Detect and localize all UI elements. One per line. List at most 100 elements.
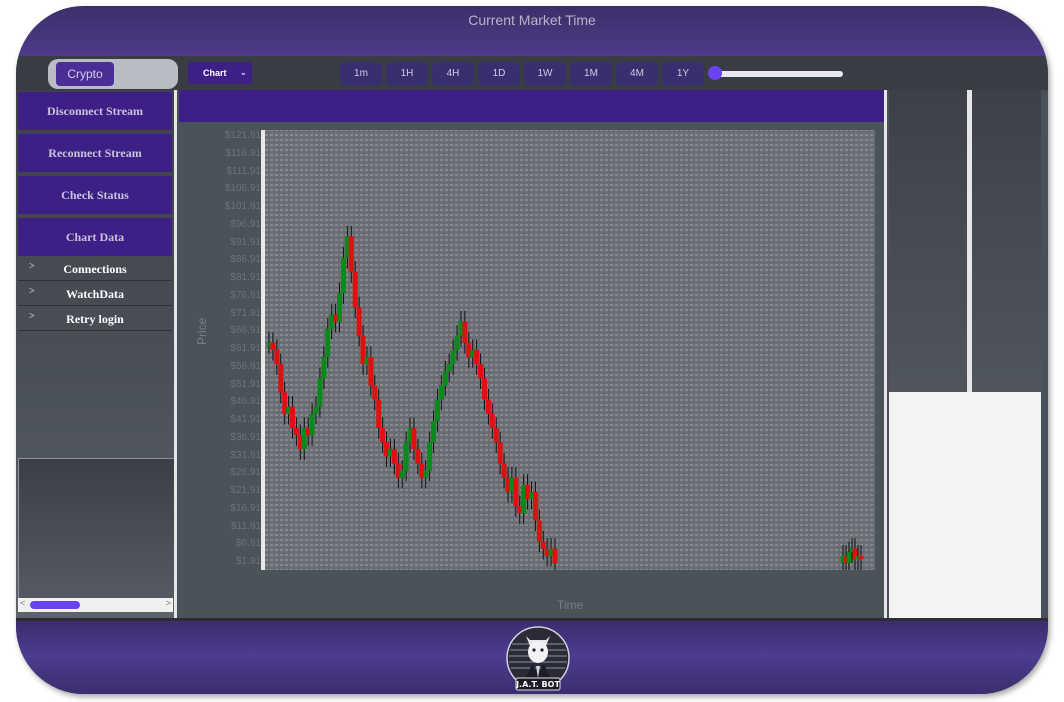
- y-tick-label: $81.91: [230, 272, 261, 283]
- y-tick-label: $91.91: [230, 236, 261, 248]
- candle-body: [372, 385, 378, 400]
- crypto-button[interactable]: Crypto: [56, 62, 114, 86]
- logo-text: J.A.T. BOT: [515, 680, 560, 689]
- right-panel-splitter[interactable]: [967, 90, 972, 392]
- right-panel: [889, 90, 1041, 618]
- left-panel: Disconnect Stream Reconnect Stream Check…: [16, 90, 174, 618]
- disconnect-stream-button[interactable]: Disconnect Stream: [18, 92, 172, 130]
- left-divider[interactable]: [174, 90, 177, 618]
- candle-body: [274, 350, 280, 365]
- candle-body: [846, 552, 852, 563]
- candle-body: [517, 506, 523, 514]
- chart-data-button[interactable]: Chart Data: [18, 218, 172, 256]
- candle-body: [481, 378, 487, 400]
- candle-body: [843, 555, 849, 563]
- timeframe-button-1h[interactable]: 1H: [386, 62, 428, 86]
- candle-body: [544, 548, 550, 556]
- y-tick-label: $26.91: [230, 467, 261, 479]
- candle-body: [364, 357, 370, 365]
- candle-body: [552, 548, 558, 563]
- chart-type-select[interactable]: Chart ⌄: [188, 62, 252, 84]
- candle-body: [458, 321, 464, 336]
- window-title: Current Market Time: [468, 12, 596, 28]
- candle-body: [376, 399, 382, 429]
- candle-body: [333, 314, 339, 322]
- tree-item-label: WatchData: [66, 287, 124, 301]
- candle-body: [337, 293, 343, 322]
- candlestick-plot[interactable]: [265, 130, 875, 570]
- candle-body: [528, 491, 534, 500]
- timeframe-button-1mo[interactable]: 1M: [570, 62, 612, 86]
- timeframe-button-1d[interactable]: 1D: [478, 62, 520, 86]
- timeframe-button-1y[interactable]: 1Y: [662, 62, 704, 86]
- reconnect-stream-button[interactable]: Reconnect Stream: [18, 134, 172, 172]
- candle-body: [317, 378, 323, 407]
- chevron-right-icon: >: [29, 311, 35, 322]
- candle-body: [293, 428, 299, 436]
- timeframe-button-4h[interactable]: 4H: [432, 62, 474, 86]
- candle-body: [325, 328, 331, 358]
- y-axis-label: Price: [195, 317, 209, 345]
- right-divider[interactable]: [884, 90, 887, 618]
- candle-body: [540, 541, 546, 549]
- candle-body: [329, 314, 335, 329]
- candle-body: [290, 406, 296, 429]
- y-tick-label: $106.91: [224, 183, 261, 195]
- candle-body: [301, 428, 307, 450]
- timeframe-button-1m[interactable]: 1m: [340, 62, 382, 86]
- candle-body: [849, 548, 855, 553]
- tree-item-watchdata[interactable]: > WatchData: [18, 283, 172, 306]
- candle-body: [344, 236, 350, 258]
- candle-body: [454, 335, 460, 350]
- candle-body: [485, 399, 491, 414]
- scroll-right-icon[interactable]: >: [165, 598, 171, 608]
- zoom-slider-track[interactable]: [713, 71, 843, 77]
- candle-body: [356, 307, 362, 336]
- jat-bot-logo: J.A.T. BOT: [506, 626, 570, 691]
- tree-item-retry-login[interactable]: > Retry login: [18, 308, 172, 331]
- x-axis-label: Time: [557, 598, 584, 612]
- candle-body: [352, 271, 358, 308]
- zoom-slider-thumb[interactable]: [708, 66, 722, 80]
- y-tick-label: $76.91: [230, 289, 261, 301]
- y-tick-label: $56.91: [230, 360, 261, 372]
- candle-body: [313, 406, 319, 414]
- timeframe-button-4m[interactable]: 4M: [616, 62, 658, 86]
- candle-body: [446, 364, 452, 372]
- candle-body: [852, 548, 858, 560]
- candle-body: [501, 463, 507, 478]
- plot-left-border: [261, 130, 265, 570]
- chart-area: $121.91 $116.91 $111.91 $106.91 $101.91 $96.9…: [179, 90, 884, 618]
- y-tick-label: $116.91: [225, 147, 261, 159]
- candle-body: [321, 357, 327, 379]
- timeframe-button-1w[interactable]: 1W: [524, 62, 566, 86]
- chart-header: [179, 90, 884, 122]
- app-window: Current Market Time Crypto Chart ⌄ 1m 1H…: [16, 6, 1048, 694]
- tree-item-connections[interactable]: > Connections: [18, 258, 172, 281]
- candle-body: [478, 364, 484, 379]
- scroll-left-icon[interactable]: <: [20, 598, 26, 608]
- y-tick-label: $21.91: [230, 485, 261, 496]
- y-tick-label: $1.91: [235, 556, 261, 567]
- candle-body: [380, 428, 386, 443]
- crypto-toggle[interactable]: Crypto: [48, 59, 178, 89]
- candle-body: [411, 428, 417, 450]
- candle-body: [309, 413, 315, 436]
- y-tick-label: $6.91: [235, 538, 261, 550]
- y-tick-label: $61.91: [230, 343, 261, 354]
- candle-body: [840, 555, 846, 563]
- check-status-button[interactable]: Check Status: [18, 176, 172, 214]
- bottom-bar: J.A.T. BOT: [16, 618, 1048, 694]
- horizontal-scrollbar[interactable]: < >: [18, 598, 173, 612]
- y-tick-label: $51.91: [230, 378, 261, 390]
- candle-body: [419, 463, 425, 478]
- chevron-right-icon: >: [29, 261, 35, 272]
- candle-body: [403, 442, 409, 471]
- candle-body: [340, 257, 346, 294]
- candle-body: [278, 364, 284, 393]
- candle-body: [536, 520, 542, 542]
- candle-body: [368, 357, 374, 386]
- tree-item-label: Connections: [63, 262, 127, 276]
- scrollbar-thumb[interactable]: [30, 601, 80, 609]
- y-tick-label: $71.91: [230, 307, 261, 319]
